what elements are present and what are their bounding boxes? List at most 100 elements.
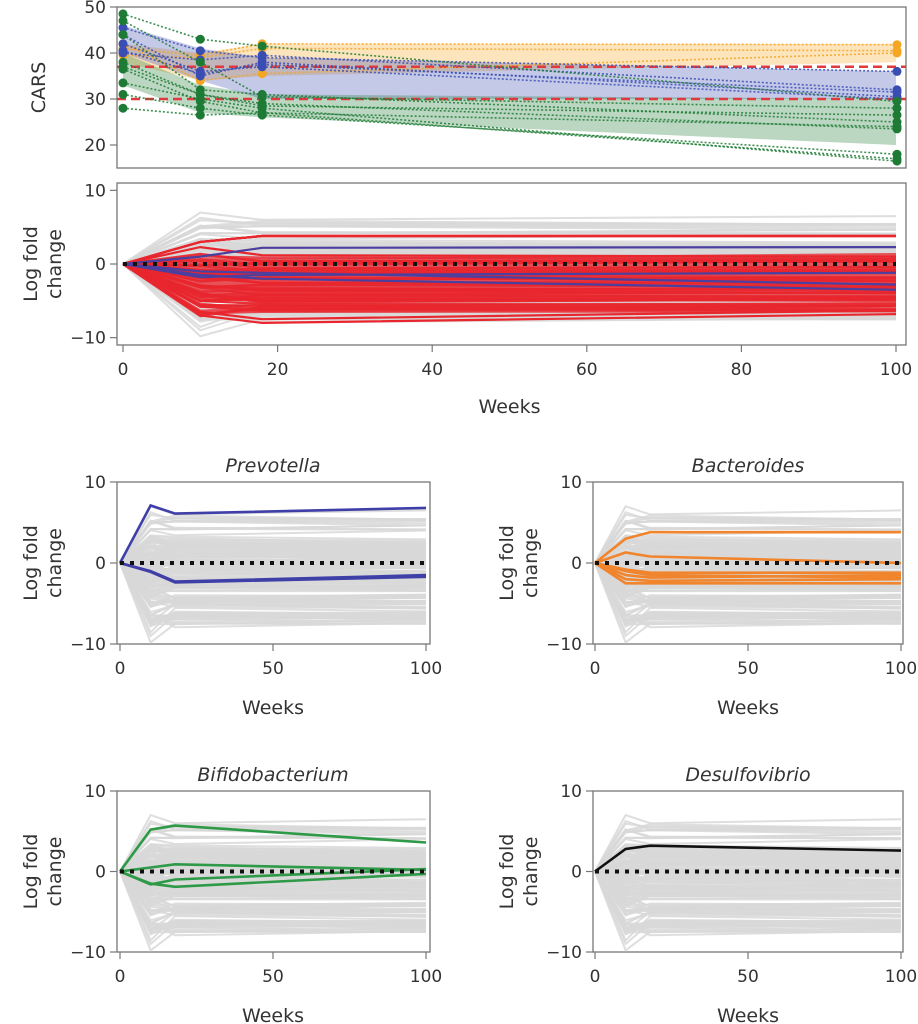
subject-point [892,156,902,166]
series-group [117,9,906,166]
background-series-line [594,562,902,628]
subject-series-line [122,68,897,160]
subject-point [892,149,902,159]
y-tick-label: 0 [95,554,106,574]
secondary-series-line [122,246,897,266]
highlight-series-line [122,263,897,325]
subject-series-line [122,66,897,116]
highlight-series-line [122,263,897,312]
y-axis-label: Log fold [20,226,42,302]
background-series-line [119,846,427,873]
subject-point [118,89,128,99]
y-tick-label: 20 [84,136,106,156]
x-tick-label: 100 [885,659,917,679]
background-series-line [119,519,427,564]
x-tick-label: 50 [262,967,284,987]
series-group [594,505,902,644]
background-series-line [119,562,427,605]
subject-point [892,122,902,132]
background-series-line [594,833,902,873]
highlight-series-line [122,263,897,321]
subject-point [195,34,205,44]
y-axis-label: Log fold [20,525,42,601]
subject-series-line [122,49,897,93]
background-series-line [594,562,902,593]
subject-point [257,108,267,118]
x-tick-label: 50 [262,659,284,679]
background-series-line [119,534,427,564]
background-series-line [119,562,427,593]
highlight-series-line [594,530,901,565]
x-tick-label: 0 [590,967,601,987]
highlight-series-line [119,870,427,889]
subject-series-line [122,26,897,73]
background-series-line [594,524,902,564]
subject-point [118,23,128,33]
background-series-line [594,854,902,873]
subject-series-line [122,33,897,98]
background-series-line [594,871,901,952]
x-tick-label: 100 [410,967,442,987]
subject-point [892,96,902,106]
background-series-line [119,854,427,873]
subject-point [892,110,902,120]
background-series-line [119,537,427,564]
y-tick-label: 10 [84,782,106,802]
background-series-line [594,870,902,913]
x-tick-label: 50 [737,967,759,987]
x-axis-label: Weeks [717,1005,779,1024]
background-series-line [119,524,427,564]
y-axis-label: Log fold [496,834,518,910]
panel-cars: 20 30 40 50 CARS [28,0,907,169]
y-tick-label: −10 [70,329,106,349]
subject-point [118,78,128,88]
subject-series-line [122,43,897,82]
background-series-line [119,843,427,873]
subject-point [118,39,128,49]
secondary-series-line [122,262,897,291]
background-series-line [594,562,901,644]
background-series-line [594,545,902,564]
background-series-line [119,545,427,564]
panel-title: Prevotella [225,455,320,477]
x-tick-label: 20 [267,360,289,380]
background-series-line [594,860,902,873]
highlight-series-line [119,862,427,873]
y-tick-label: −10 [546,635,582,655]
series-group [118,503,427,644]
subject-series-line [122,33,897,123]
y-tick-label: 0 [95,255,106,275]
subject-series-line [122,93,897,155]
background-series-line [119,562,427,628]
background-series-line [119,860,427,873]
panel-title: Desulfovibrio [685,764,810,786]
highlight-series-line [122,234,896,266]
background-series-line [594,505,902,564]
y-tick-label: −10 [70,943,106,963]
subject-series-line [122,43,897,100]
background-series-line [594,870,902,902]
y-tick-label: 0 [571,554,582,574]
background-series-line [594,870,902,901]
highlight-series-line [594,561,902,579]
secondary-series-line [122,262,897,286]
highlight-series-line [118,503,427,564]
y-axis-label: change [44,229,66,299]
subject-point [892,46,902,56]
x-tick-label: 0 [115,659,126,679]
y-tick-label: 40 [84,44,106,64]
background-series-line [119,870,427,901]
background-series-line [594,870,902,893]
x-tick-label: 100 [880,360,912,380]
y-axis-label: change [44,837,66,907]
background-series-line [119,813,427,872]
y-axis-label: change [520,837,542,907]
subject-point [195,57,205,67]
group-band-moderate [123,25,896,99]
highlight-series-line [594,561,902,583]
background-series-line [594,813,902,872]
background-series-line [122,224,897,265]
